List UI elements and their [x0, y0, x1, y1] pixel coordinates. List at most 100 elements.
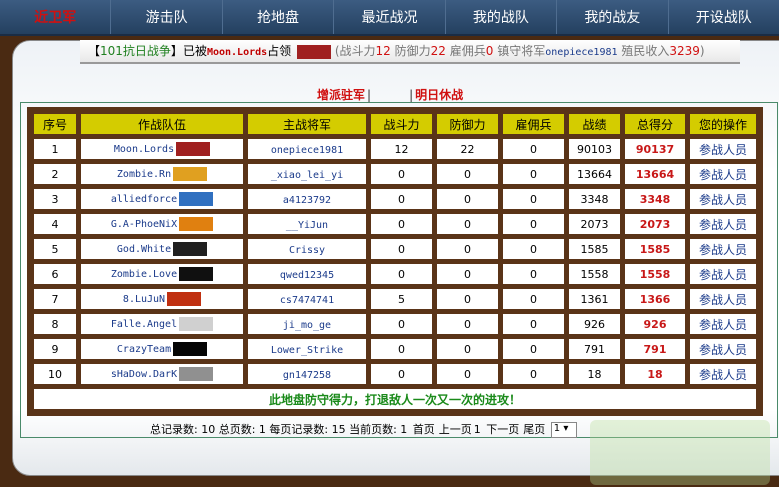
team-name[interactable]: Zombie.Love: [110, 269, 178, 280]
general-name[interactable]: onepiece1981: [545, 47, 618, 58]
column-header: 作战队伍: [80, 113, 244, 135]
cell-view-members-link: 参战人员: [689, 313, 757, 335]
general[interactable]: Crissy: [288, 244, 326, 256]
cell-team-name: sHaDow.DarK: [80, 363, 244, 385]
general[interactable]: qwed12345: [279, 269, 335, 281]
team-name[interactable]: God.White: [116, 244, 172, 255]
column-header: 序号: [33, 113, 77, 135]
nav-item[interactable]: 游击队: [111, 0, 223, 34]
cell-general: Lower_Strike: [247, 338, 367, 360]
nav-item[interactable]: 我的战队: [446, 0, 558, 34]
general[interactable]: onepiece1981: [270, 144, 344, 156]
cell-rank: 3: [33, 188, 77, 210]
total-score: 3348: [639, 192, 671, 206]
cell-team-name: Moon.Lords: [80, 138, 244, 160]
prev-page-link[interactable]: 上一页: [438, 423, 472, 436]
cell-rank: 9: [33, 338, 77, 360]
team-name[interactable]: Zombie.Rn: [116, 169, 172, 180]
view-members-link[interactable]: 参战人员: [698, 292, 747, 307]
label: ): [699, 44, 705, 58]
attack: 0: [398, 267, 405, 281]
cell-mercenaries: 0: [502, 238, 565, 260]
view-members-link[interactable]: 参战人员: [698, 217, 747, 232]
team-name[interactable]: CrazyTeam: [116, 344, 172, 355]
mercenaries: 0: [530, 242, 537, 256]
cell-attack: 0: [370, 363, 433, 385]
general[interactable]: cs7474741: [279, 294, 335, 306]
cell-mercenaries: 0: [502, 288, 565, 310]
cell-general: ji_mo_ge: [247, 313, 367, 335]
rank: 5: [51, 242, 59, 256]
team-name[interactable]: 8.LuJuN: [122, 294, 166, 305]
nav-item[interactable]: 我的战友: [557, 0, 669, 34]
general[interactable]: a4123792: [282, 194, 332, 206]
table-frame: [20, 102, 778, 438]
team-name[interactable]: G.A-PhoeNiX: [110, 219, 178, 230]
cell-general: _xiao_lei_yi: [247, 163, 367, 185]
view-members-link[interactable]: 参战人员: [698, 167, 747, 182]
view-members-link[interactable]: 参战人员: [698, 317, 747, 332]
cell-defense: 0: [436, 313, 499, 335]
cell-record: 90103: [568, 138, 621, 160]
view-members-link[interactable]: 参战人员: [698, 142, 747, 157]
watermark-logo: [590, 420, 770, 485]
reinforce-link[interactable]: 增派驻军: [317, 88, 366, 102]
cell-team-name: Zombie.Rn: [80, 163, 244, 185]
page-select[interactable]: 1 ▾: [550, 422, 577, 438]
nav-item[interactable]: 抢地盘: [223, 0, 335, 34]
cell-rank: 1: [33, 138, 77, 160]
view-members-link[interactable]: 参战人员: [698, 242, 747, 257]
bracket: 】: [170, 44, 183, 58]
cell-view-members-link: 参战人员: [689, 163, 757, 185]
cell-attack: 12: [370, 138, 433, 160]
cell-defense: 0: [436, 363, 499, 385]
team-emblem-icon: [179, 217, 214, 231]
occupier-team[interactable]: Moon.Lords: [206, 47, 268, 58]
truce-link[interactable]: 明日休战: [415, 88, 464, 102]
general[interactable]: _xiao_lei_yi: [270, 169, 344, 181]
total-score: 1585: [639, 242, 671, 256]
attack: 0: [398, 242, 405, 256]
cell-defense: 0: [436, 238, 499, 260]
merc-value: 0: [485, 44, 494, 58]
team-name[interactable]: Moon.Lords: [113, 144, 175, 155]
cell-view-members-link: 参战人员: [689, 238, 757, 260]
defense: 0: [464, 217, 471, 231]
record: 18: [587, 367, 602, 381]
cell-total-score: 13664: [624, 163, 686, 185]
view-members-link[interactable]: 参战人员: [698, 192, 747, 207]
first-page-link[interactable]: 首页: [412, 423, 435, 436]
separator: |: [409, 88, 414, 102]
team-name[interactable]: alliedforce: [110, 194, 178, 205]
table-row: 6 Zombie.Love qwed12345 0 0 0 1558 1558 参战人员: [33, 263, 757, 285]
view-members-link[interactable]: 参战人员: [698, 367, 747, 382]
team-emblem-icon: [179, 192, 214, 206]
team-emblem-icon: [176, 142, 211, 156]
nav-item[interactable]: 最近战况: [334, 0, 446, 34]
general[interactable]: __YiJun: [285, 219, 329, 231]
nav-item[interactable]: 近卫军: [0, 0, 112, 34]
cell-mercenaries: 0: [502, 313, 565, 335]
attack: 5: [398, 292, 405, 306]
top-nav: 近卫军 游击队 抢地盘 最近战况 我的战队 我的战友 开设战队: [0, 0, 779, 36]
cell-general: __YiJun: [247, 213, 367, 235]
mercenaries: 0: [530, 167, 537, 181]
total-score: 18: [647, 367, 663, 381]
general[interactable]: ji_mo_ge: [282, 319, 332, 331]
action-links: 增派驻军 | | 明日休战: [317, 86, 463, 103]
view-members-link[interactable]: 参战人员: [698, 342, 747, 357]
next-page-link[interactable]: 下一页: [486, 423, 520, 436]
general[interactable]: gn147258: [282, 369, 332, 381]
total-score: 13664: [635, 167, 675, 181]
general[interactable]: Lower_Strike: [270, 344, 344, 356]
team-name[interactable]: Falle.Angel: [110, 319, 178, 330]
cell-record: 1558: [568, 263, 621, 285]
last-page-link[interactable]: 尾页: [523, 423, 546, 436]
team-name[interactable]: sHaDow.DarK: [110, 369, 178, 380]
nav-item[interactable]: 开设战队: [695, 10, 752, 26]
view-members-link[interactable]: 参战人员: [698, 267, 747, 282]
cell-mercenaries: 0: [502, 188, 565, 210]
cell-attack: 0: [370, 313, 433, 335]
defense-value: 22: [430, 44, 446, 58]
attack: 0: [398, 217, 405, 231]
